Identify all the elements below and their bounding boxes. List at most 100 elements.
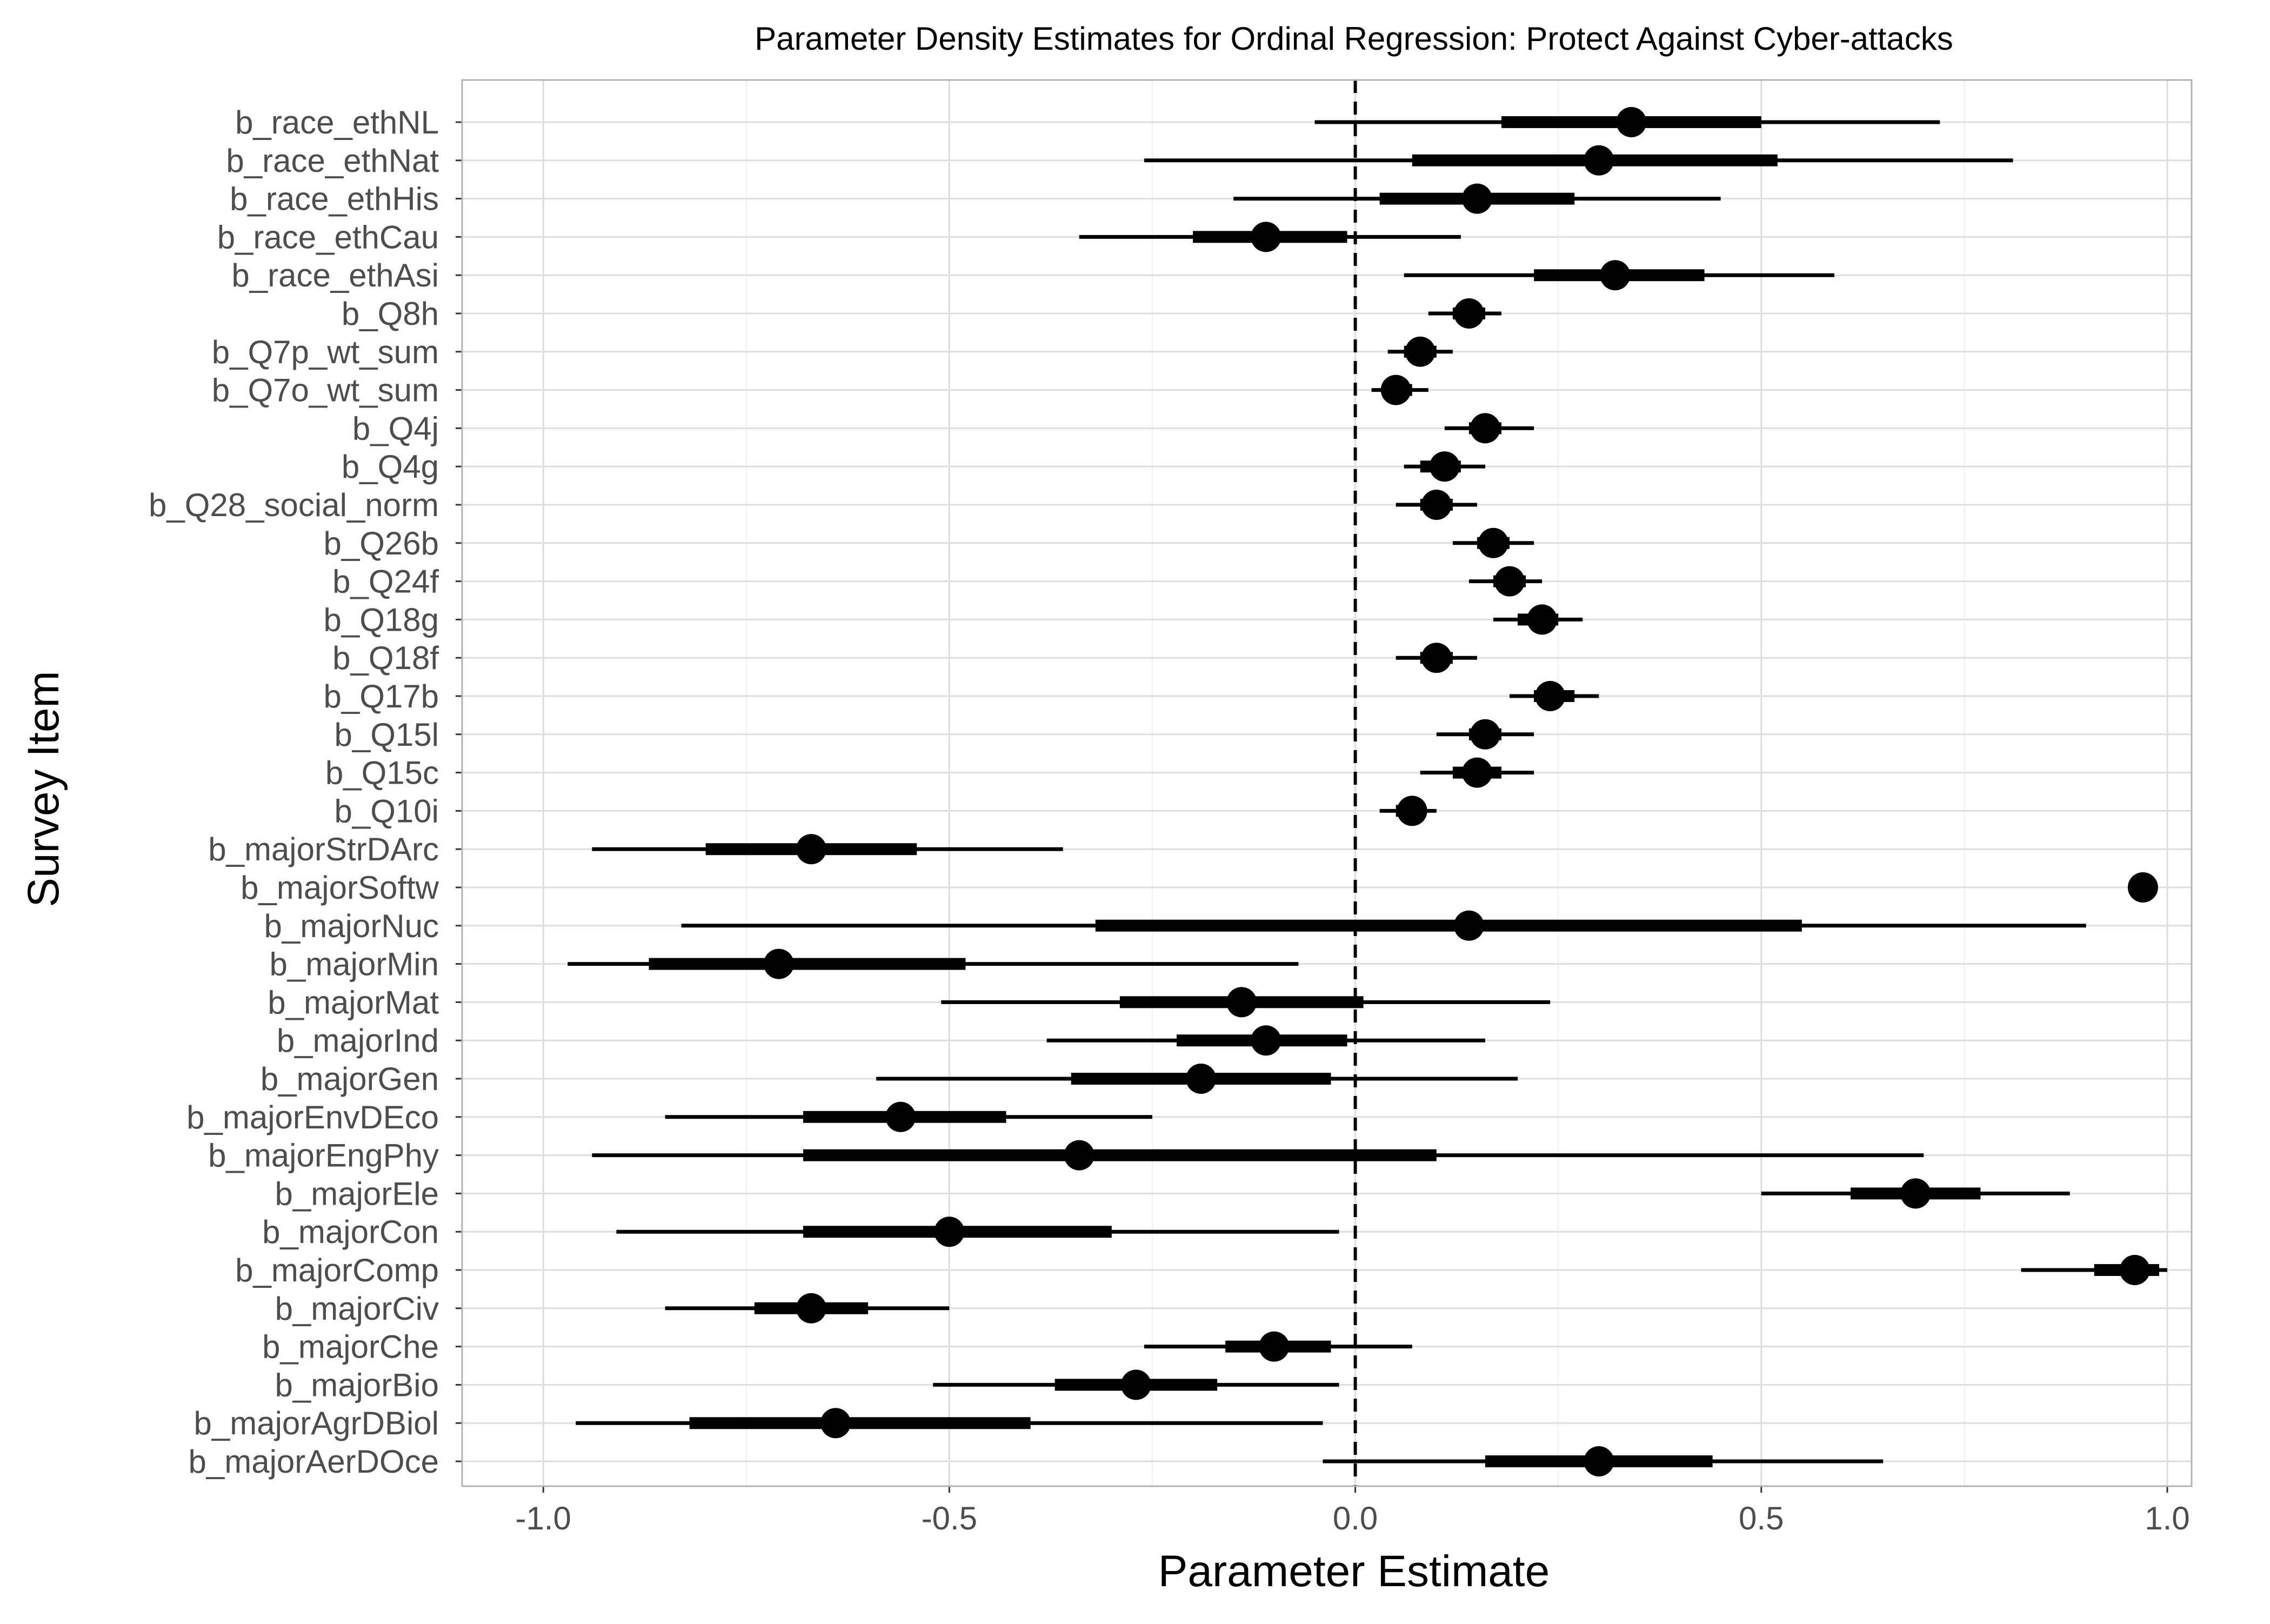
y-tick-label: b_Q17b — [323, 678, 439, 714]
interval-row — [876, 1064, 1518, 1094]
point-estimate — [1584, 145, 1614, 176]
point-estimate — [1453, 298, 1484, 329]
x-tick-label: 0.5 — [1739, 1500, 1784, 1536]
interval-marks — [568, 107, 2167, 1476]
point-estimate — [1470, 719, 1500, 750]
interval-row — [1404, 451, 1485, 482]
y-tick-label: b_majorEle — [275, 1175, 439, 1212]
point-estimate — [1453, 910, 1484, 941]
interval-row — [1379, 796, 1437, 826]
interval-row — [1420, 757, 1534, 788]
point-estimate — [1251, 1025, 1281, 1056]
interval-row — [1314, 107, 1940, 137]
point-estimate — [796, 834, 827, 865]
y-tick-label: b_majorSoftw — [241, 870, 439, 906]
y-tick-label: b_majorCon — [262, 1214, 439, 1250]
point-estimate — [1421, 643, 1452, 673]
x-tick-label: 0.0 — [1333, 1500, 1378, 1536]
point-estimate — [820, 1408, 851, 1439]
y-tick-label: b_Q7o_wt_sum — [212, 372, 439, 409]
interval-row — [1396, 490, 1477, 520]
y-tick-label: b_majorBio — [275, 1367, 439, 1403]
point-estimate — [1064, 1140, 1094, 1171]
y-tick-label: b_Q26b — [323, 525, 439, 562]
point-estimate — [1600, 260, 1631, 291]
y-tick-label: b_Q10i — [335, 793, 439, 829]
plot-panel — [462, 80, 2192, 1486]
y-tick-label: b_majorEngPhy — [208, 1138, 439, 1174]
interval-row — [1404, 260, 1834, 291]
interval-row — [1436, 719, 1534, 750]
point-estimate — [1616, 107, 1647, 137]
x-axis-label: Parameter Estimate — [1158, 1547, 1550, 1596]
point-estimate — [1429, 451, 1460, 482]
point-estimate — [1421, 490, 1452, 520]
y-tick-label: b_majorMin — [270, 946, 439, 983]
interval-row — [1510, 681, 1599, 711]
interval-row — [665, 1101, 1152, 1132]
y-tick-label: b_race_ethHis — [230, 181, 439, 217]
y-tick-label: b_Q8h — [342, 296, 439, 332]
y-tick-label: b_Q24f — [332, 564, 439, 600]
point-estimate — [763, 948, 794, 979]
y-tick-label: b_majorMat — [268, 984, 439, 1020]
y-tick-label: b_majorEnvDEco — [186, 1099, 439, 1135]
point-estimate — [1494, 566, 1525, 597]
interval-row — [592, 834, 1063, 865]
interval-row — [1396, 643, 1477, 673]
point-estimate — [1470, 413, 1500, 444]
y-tick-label: b_majorNuc — [264, 908, 439, 944]
interval-row — [2021, 1255, 2167, 1285]
interval-row — [1144, 145, 2013, 176]
point-estimate — [1259, 1331, 1290, 1362]
y-tick-labels: b_race_ethNLb_race_ethNatb_race_ethHisb_… — [149, 104, 462, 1480]
y-tick-label: b_race_ethAsi — [231, 257, 439, 293]
interval-row — [592, 1140, 1924, 1171]
interval-row — [681, 910, 2086, 941]
y-tick-label: b_Q4j — [352, 410, 439, 446]
point-estimate — [2127, 872, 2158, 903]
interval-row — [1046, 1025, 1485, 1056]
interval-row — [941, 987, 1551, 1018]
y-tick-label: b_Q4g — [342, 449, 439, 485]
point-estimate — [1397, 796, 1427, 826]
point-estimate — [1527, 604, 1558, 635]
y-tick-label: b_majorGen — [261, 1061, 439, 1097]
y-tick-label: b_majorChe — [262, 1329, 439, 1365]
point-estimate — [796, 1293, 827, 1324]
y-tick-label: b_majorInd — [277, 1022, 439, 1059]
y-tick-label: b_Q28_social_norm — [149, 487, 439, 523]
interval-row — [1493, 604, 1583, 635]
point-estimate — [1900, 1178, 1931, 1209]
interval-row — [1371, 375, 1428, 405]
interval-row — [616, 1217, 1339, 1247]
x-tick-label: -1.0 — [516, 1500, 571, 1536]
y-tick-label: b_majorStrDArc — [208, 831, 439, 867]
y-tick-label: b_race_ethCau — [217, 219, 439, 255]
interval-row — [1079, 222, 1461, 252]
point-estimate — [1405, 336, 1436, 367]
point-estimate — [934, 1217, 965, 1247]
interval-row — [1468, 566, 1543, 597]
point-estimate — [1461, 757, 1492, 788]
y-tick-label: b_Q15c — [325, 755, 439, 791]
y-tick-label: b_Q18f — [332, 640, 439, 676]
y-tick-label: b_majorComp — [235, 1252, 439, 1288]
y-tick-label: b_majorCiv — [275, 1291, 439, 1327]
interval-row — [665, 1293, 950, 1324]
point-estimate — [1478, 527, 1508, 558]
point-estimate — [1584, 1446, 1614, 1476]
y-tick-label: b_majorAgrDBiol — [193, 1405, 439, 1441]
x-tick-labels: -1.0 -0.5 0.0 0.5 1.0 — [516, 1486, 2190, 1536]
interval-row — [2127, 872, 2158, 903]
y-tick-label: b_race_ethNL — [235, 104, 439, 141]
chart-title: Parameter Density Estimates for Ordinal … — [755, 21, 1953, 57]
interval-row — [1444, 413, 1534, 444]
point-estimate — [1251, 222, 1281, 252]
interval-row — [1452, 527, 1534, 558]
point-estimate — [1186, 1064, 1217, 1094]
point-estimate — [1120, 1369, 1151, 1400]
y-tick-label: b_Q7p_wt_sum — [212, 334, 439, 370]
